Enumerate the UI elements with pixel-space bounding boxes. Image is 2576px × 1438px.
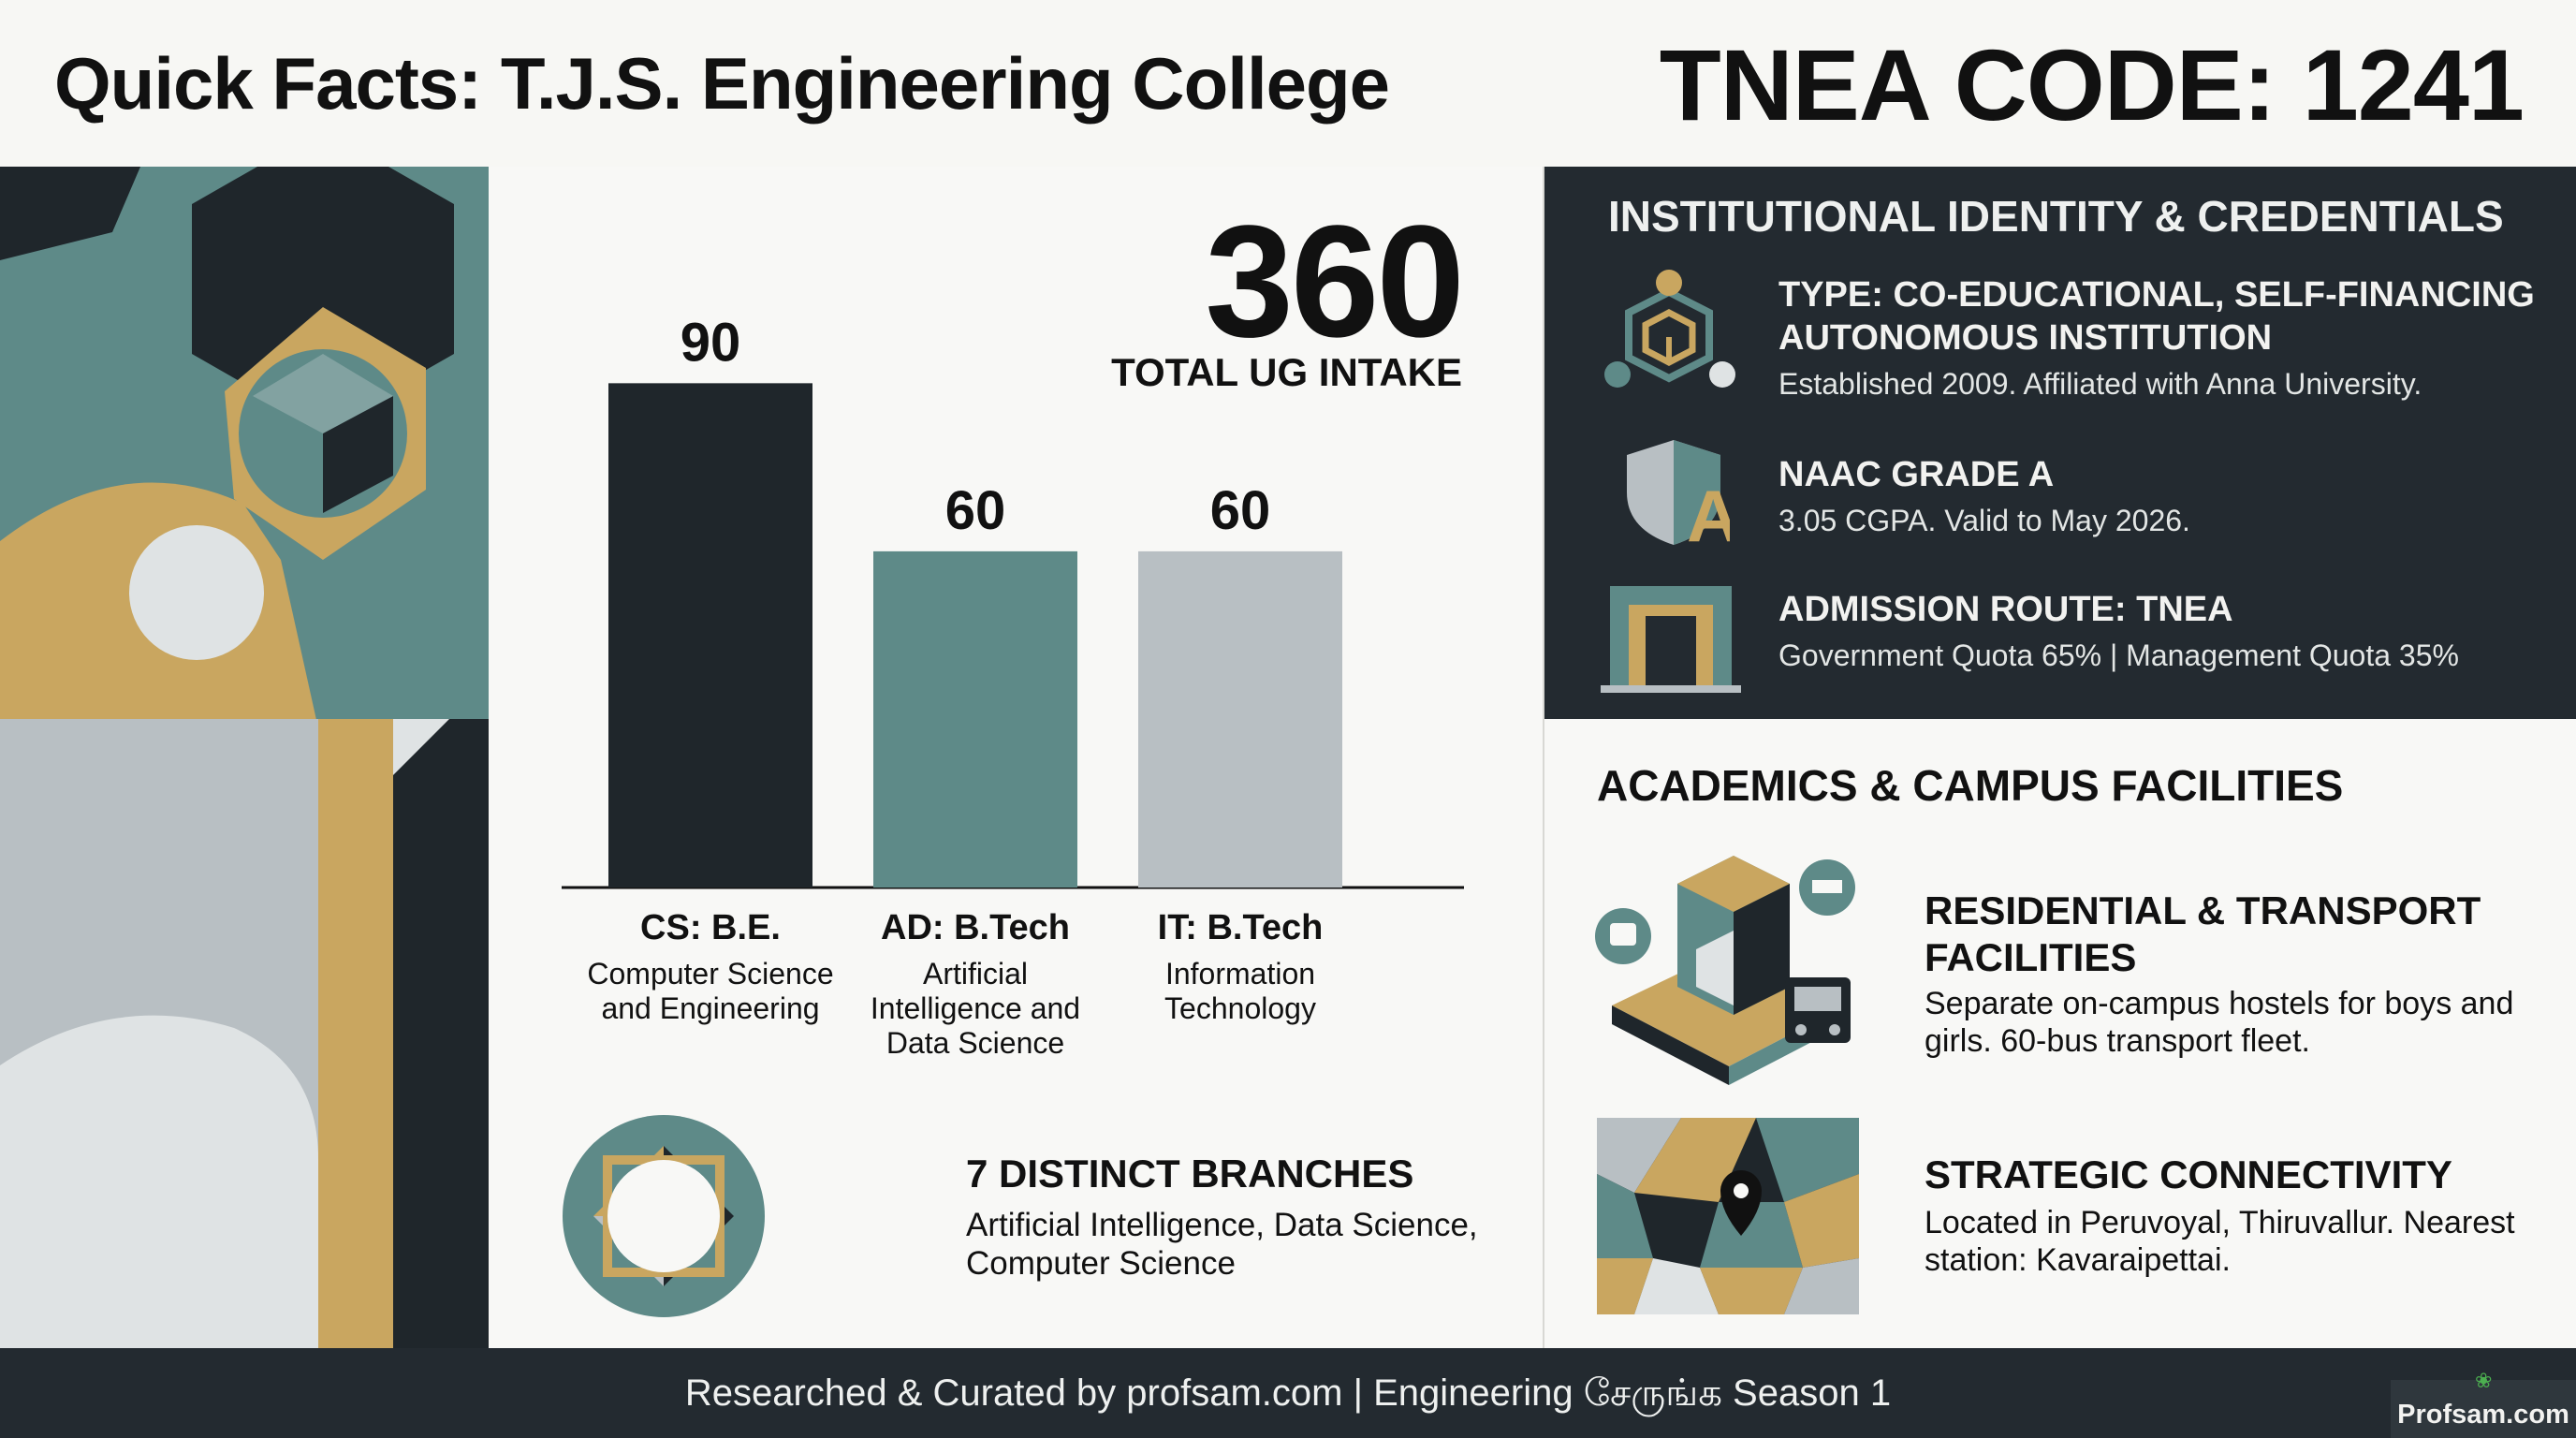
page-title: Quick Facts: T.J.S. Engineering College [54, 42, 1390, 125]
map-pin-icon [1597, 1118, 1859, 1319]
credential-type-text: Established 2009. Affiliated with Anna U… [1778, 367, 2422, 401]
category-code-1: AD: B.Tech [881, 908, 1070, 947]
branches-text: Artificial Intelligence, Data Science, C… [966, 1207, 1478, 1282]
campus-transport-icon [1593, 846, 1865, 1094]
bar-value-label-2: 60 [1210, 480, 1271, 541]
category-code-2: IT: B.Tech [1157, 908, 1324, 947]
residential-transport-title: RESIDENTIAL & TRANSPORT FACILITIES [1925, 888, 2481, 979]
naac-grade-text: 3.05 CGPA. Valid to May 2026. [1778, 504, 2190, 537]
decorative-panel [0, 167, 489, 1348]
badge-label: Profsam.com [2397, 1400, 2569, 1430]
credentials-title: INSTITUTIONAL IDENTITY & CREDENTIALS [1608, 192, 2504, 241]
facilities-title: ACADEMICS & CAMPUS FACILITIES [1597, 761, 2344, 810]
panel-divider [1543, 167, 1545, 1348]
facilities-panel: ACADEMICS & CAMPUS FACILITIES RESIDENTIA… [1544, 719, 2576, 1348]
naac-grade-title: NAAC GRADE A [1778, 455, 2055, 494]
residential-transport-text: Separate on-campus hostels for boys and … [1925, 986, 2514, 1059]
credentials-panel: INSTITUTIONAL IDENTITY & CREDENTIALS TYP… [1544, 167, 2576, 719]
branches-ring-icon [556, 1108, 771, 1328]
intake-chart-panel: 90 60 60 360 TOTAL UG INTAKE CS: B.E. Compu… [489, 167, 1544, 1348]
svg-text:A: A [1687, 475, 1730, 549]
category-description-1: Artificial Intelligence and Data Science [870, 957, 1081, 1060]
shield-grade-icon: A [1617, 436, 1739, 557]
header: Quick Facts: T.J.S. Engineering College … [0, 0, 2576, 167]
admission-route-text: Government Quota 65% | Management Quota … [1778, 638, 2459, 672]
total-intake-value: 360 [1205, 193, 1465, 371]
category-description-0: Computer Science and Engineering [587, 957, 834, 1025]
connectivity-text: Located in Peruvoyal, Thiruvallur. Neare… [1925, 1205, 2515, 1278]
category-code-0: CS: B.E. [640, 908, 781, 947]
connectivity-title: STRATEGIC CONNECTIVITY [1925, 1152, 2452, 1196]
branches-title: 7 DISTINCT BRANCHES [966, 1152, 1414, 1196]
admission-route-title: ADMISSION ROUTE: TNEA [1778, 590, 2233, 629]
bar-2 [1138, 550, 1342, 888]
bar-1 [873, 550, 1077, 888]
tnea-code: TNEA CODE: 1241 [1659, 28, 2525, 141]
geometric-pattern-icon [0, 167, 489, 1348]
bar-0 [608, 383, 812, 888]
profsam-badge[interactable]: ❀ Profsam.com [2391, 1369, 2576, 1438]
credential-type-title: TYPE: CO-EDUCATIONAL, SELF-FINANCING AUT… [1778, 275, 2535, 358]
footer: Researched & Curated by profsam.com | En… [0, 1348, 2576, 1438]
gateway-icon [1601, 577, 1741, 703]
total-intake-label: TOTAL UG INTAKE [1111, 350, 1462, 394]
category-description-2: Information Technology [1164, 957, 1316, 1025]
footer-credit: Researched & Curated by profsam.com | En… [684, 1372, 1892, 1414]
intake-bar-chart: 90 60 60 [562, 312, 1464, 889]
bar-value-label-0: 90 [681, 312, 741, 373]
bar-value-label-1: 60 [945, 480, 1006, 541]
network-cube-icon [1599, 264, 1739, 409]
leaf-icon: ❀ [2475, 1369, 2493, 1392]
